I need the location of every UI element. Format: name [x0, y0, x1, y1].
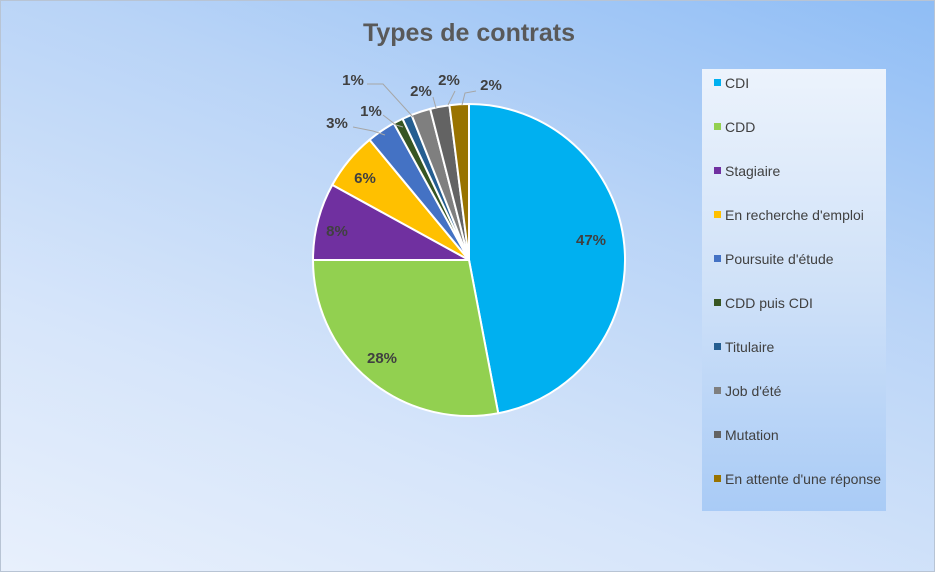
chart-legend: CDI CDD Stagiaire En recherche d'emploi Pour…	[702, 69, 886, 511]
data-label-7: 1%	[342, 72, 364, 89]
data-label-5: 3%	[326, 115, 348, 132]
legend-label: CDD puis CDI	[725, 295, 813, 311]
legend-swatch	[714, 387, 721, 394]
pie-slice-2	[311, 259, 500, 417]
data-label-1: 47%	[576, 232, 606, 249]
data-label-8: 2%	[410, 83, 432, 100]
legend-item: CDD	[714, 117, 884, 137]
data-label-9: 2%	[438, 72, 460, 89]
pie-slice-10	[448, 102, 470, 261]
legend-swatch	[714, 299, 721, 306]
leader-line-8	[432, 96, 437, 109]
legend-label: En recherche d'emploi	[725, 207, 864, 223]
legend-label: CDD	[725, 119, 756, 135]
legend-swatch	[714, 167, 721, 174]
data-label-2: 28%	[367, 350, 397, 367]
legend-item: CDI	[714, 73, 884, 93]
legend-swatch	[714, 211, 721, 218]
legend-item: Stagiaire	[714, 161, 884, 181]
data-label-10: 2%	[480, 77, 502, 94]
leader-line-9	[447, 90, 456, 106]
pie-slice-1	[468, 102, 627, 415]
legend-label: En attente d'une réponse	[725, 471, 882, 487]
legend-label: CDI	[725, 75, 750, 91]
legend-label: Titulaire	[725, 339, 775, 355]
legend-label: Stagiaire	[725, 163, 781, 179]
data-label-3: 8%	[326, 223, 348, 240]
leader-line-6	[382, 114, 404, 128]
legend-label: Mutation	[725, 427, 779, 443]
legend-label: Poursuite d'étude	[725, 251, 834, 267]
leader-line-7	[367, 83, 414, 118]
legend-swatch	[714, 255, 721, 262]
legend-swatch	[714, 123, 721, 130]
legend-label: Job d'été	[725, 383, 782, 399]
legend-item: Job d'été	[714, 381, 884, 401]
legend-item: Mutation	[714, 425, 884, 445]
data-label-6: 1%	[360, 103, 382, 120]
data-label-4: 6%	[354, 170, 376, 187]
legend-swatch	[714, 431, 721, 438]
legend-item: Poursuite d'étude	[714, 249, 884, 269]
legend-item: CDD puis CDI	[714, 293, 884, 313]
leader-line-5	[352, 126, 386, 136]
legend-item: Titulaire	[714, 337, 884, 357]
chart-title: Types de contrats	[362, 19, 576, 47]
legend-item: En attente d'une réponse	[714, 469, 884, 489]
leader-line-10	[461, 90, 477, 106]
legend-swatch	[714, 343, 721, 350]
legend-item: En recherche d'emploi	[714, 205, 884, 225]
legend-swatch	[714, 475, 721, 482]
legend-swatch	[714, 79, 721, 86]
